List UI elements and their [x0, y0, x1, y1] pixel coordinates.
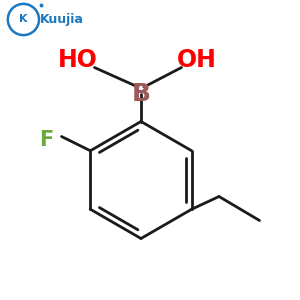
Text: OH: OH	[177, 48, 216, 72]
Text: B: B	[131, 82, 151, 106]
Text: F: F	[39, 130, 54, 149]
Text: Kuujia: Kuujia	[40, 13, 83, 26]
Text: K: K	[19, 14, 28, 25]
Text: HO: HO	[58, 48, 98, 72]
